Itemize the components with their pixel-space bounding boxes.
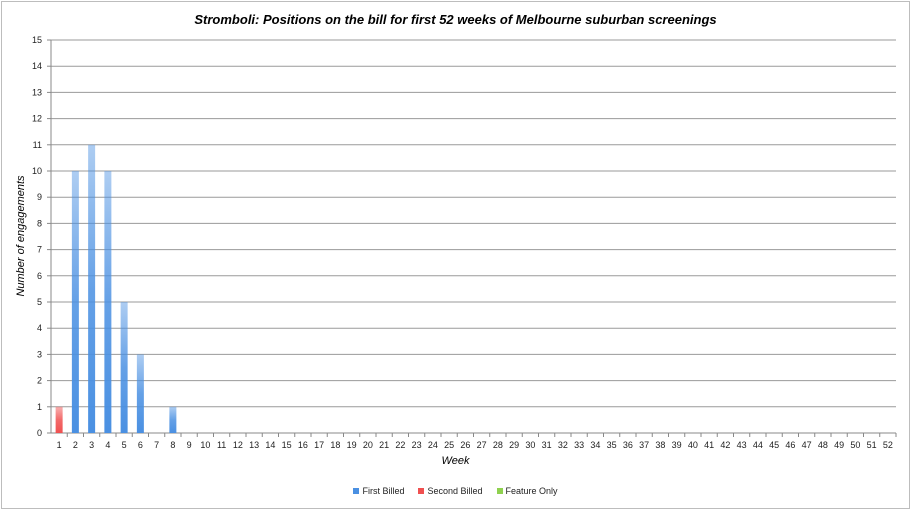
x-tick-label: 8	[170, 440, 175, 450]
x-tick-label: 26	[460, 440, 470, 450]
x-tick-label: 24	[428, 440, 438, 450]
legend-label: First Billed	[362, 486, 405, 496]
y-tick-label: 9	[37, 192, 42, 202]
x-tick-label: 49	[834, 440, 844, 450]
x-tick-label: 33	[574, 440, 584, 450]
x-tick-label: 29	[509, 440, 519, 450]
x-tick-label: 6	[138, 440, 143, 450]
x-tick-label: 30	[525, 440, 535, 450]
x-tick-label: 38	[655, 440, 665, 450]
legend: First Billed Second Billed Feature Only	[0, 486, 911, 496]
x-tick-label: 15	[282, 440, 292, 450]
y-tick-label: 12	[32, 114, 42, 124]
x-tick-label: 36	[623, 440, 633, 450]
x-tick-label: 21	[379, 440, 389, 450]
x-tick-label: 50	[850, 440, 860, 450]
bar-second-billed	[55, 406, 63, 433]
x-tick-label: 32	[558, 440, 568, 450]
x-tick-label: 7	[154, 440, 159, 450]
bar-first-billed	[71, 171, 79, 433]
y-tick-label: 14	[32, 61, 42, 71]
x-tick-label: 9	[187, 440, 192, 450]
legend-swatch	[353, 488, 360, 494]
y-tick-label: 7	[37, 245, 42, 255]
legend-item-second-billed: Second Billed	[418, 486, 483, 496]
x-tick-label: 11	[217, 440, 226, 450]
x-tick-label: 5	[122, 440, 127, 450]
x-tick-label: 41	[704, 440, 714, 450]
x-tick-label: 31	[542, 440, 552, 450]
bar-first-billed	[120, 302, 128, 433]
bar-first-billed	[169, 406, 177, 433]
x-tick-label: 22	[395, 440, 405, 450]
chart-title: Stromboli: Positions on the bill for fir…	[194, 12, 717, 27]
x-tick-label: 28	[493, 440, 503, 450]
y-tick-label: 10	[32, 166, 42, 176]
x-tick-label: 10	[200, 440, 210, 450]
x-tick-label: 17	[314, 440, 324, 450]
y-tick-label: 1	[37, 402, 42, 412]
y-tick-label: 6	[37, 271, 42, 281]
x-tick-label: 25	[444, 440, 454, 450]
x-tick-label: 35	[607, 440, 617, 450]
bar-first-billed	[88, 144, 96, 434]
x-tick-label: 43	[737, 440, 747, 450]
x-tick-label: 39	[672, 440, 682, 450]
legend-swatch	[496, 488, 503, 494]
y-tick-label: 15	[32, 35, 42, 45]
x-tick-label: 4	[105, 440, 110, 450]
y-tick-label: 4	[37, 323, 42, 333]
x-tick-label: 27	[477, 440, 487, 450]
x-tick-label: 48	[818, 440, 828, 450]
x-tick-label: 12	[233, 440, 243, 450]
legend-label: Feature Only	[505, 486, 558, 496]
legend-label: Second Billed	[427, 486, 483, 496]
x-tick-label: 13	[249, 440, 259, 450]
x-tick-label: 20	[363, 440, 373, 450]
x-tick-label: 40	[688, 440, 698, 450]
legend-item-feature-only: Feature Only	[496, 486, 558, 496]
x-tick-label: 3	[89, 440, 94, 450]
bar-first-billed	[104, 171, 112, 433]
x-tick-label: 23	[412, 440, 422, 450]
x-tick-label: 42	[720, 440, 730, 450]
y-tick-label: 8	[37, 218, 42, 228]
x-tick-label: 47	[802, 440, 812, 450]
x-tick-label: 52	[883, 440, 893, 450]
legend-swatch	[418, 488, 425, 494]
x-tick-label: 45	[769, 440, 779, 450]
x-tick-label: 34	[590, 440, 600, 450]
legend-item-first-billed: First Billed	[353, 486, 404, 496]
bar-first-billed	[136, 354, 144, 433]
y-tick-label: 11	[33, 140, 42, 150]
y-tick-label: 0	[37, 428, 42, 438]
x-tick-label: 44	[753, 440, 763, 450]
x-tick-label: 18	[330, 440, 340, 450]
x-axis-label: Week	[441, 455, 470, 467]
x-tick-label: 1	[57, 440, 62, 450]
y-tick-label: 5	[37, 297, 42, 307]
x-tick-label: 37	[639, 440, 649, 450]
x-tick-label: 46	[785, 440, 795, 450]
x-tick-label: 14	[265, 440, 275, 450]
x-tick-label: 19	[347, 440, 357, 450]
x-tick-label: 2	[73, 440, 78, 450]
y-tick-label: 13	[32, 87, 42, 97]
x-tick-label: 51	[867, 440, 877, 450]
y-tick-label: 2	[37, 376, 42, 386]
y-tick-label: 3	[37, 349, 42, 359]
x-tick-label: 16	[298, 440, 308, 450]
